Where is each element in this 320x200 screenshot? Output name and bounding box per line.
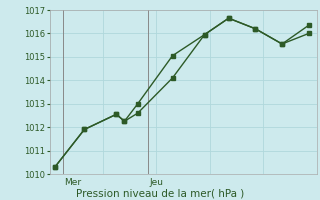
Text: Jeu: Jeu <box>150 178 164 187</box>
Text: Mer: Mer <box>64 178 81 187</box>
Text: Pression niveau de la mer( hPa ): Pression niveau de la mer( hPa ) <box>76 188 244 198</box>
